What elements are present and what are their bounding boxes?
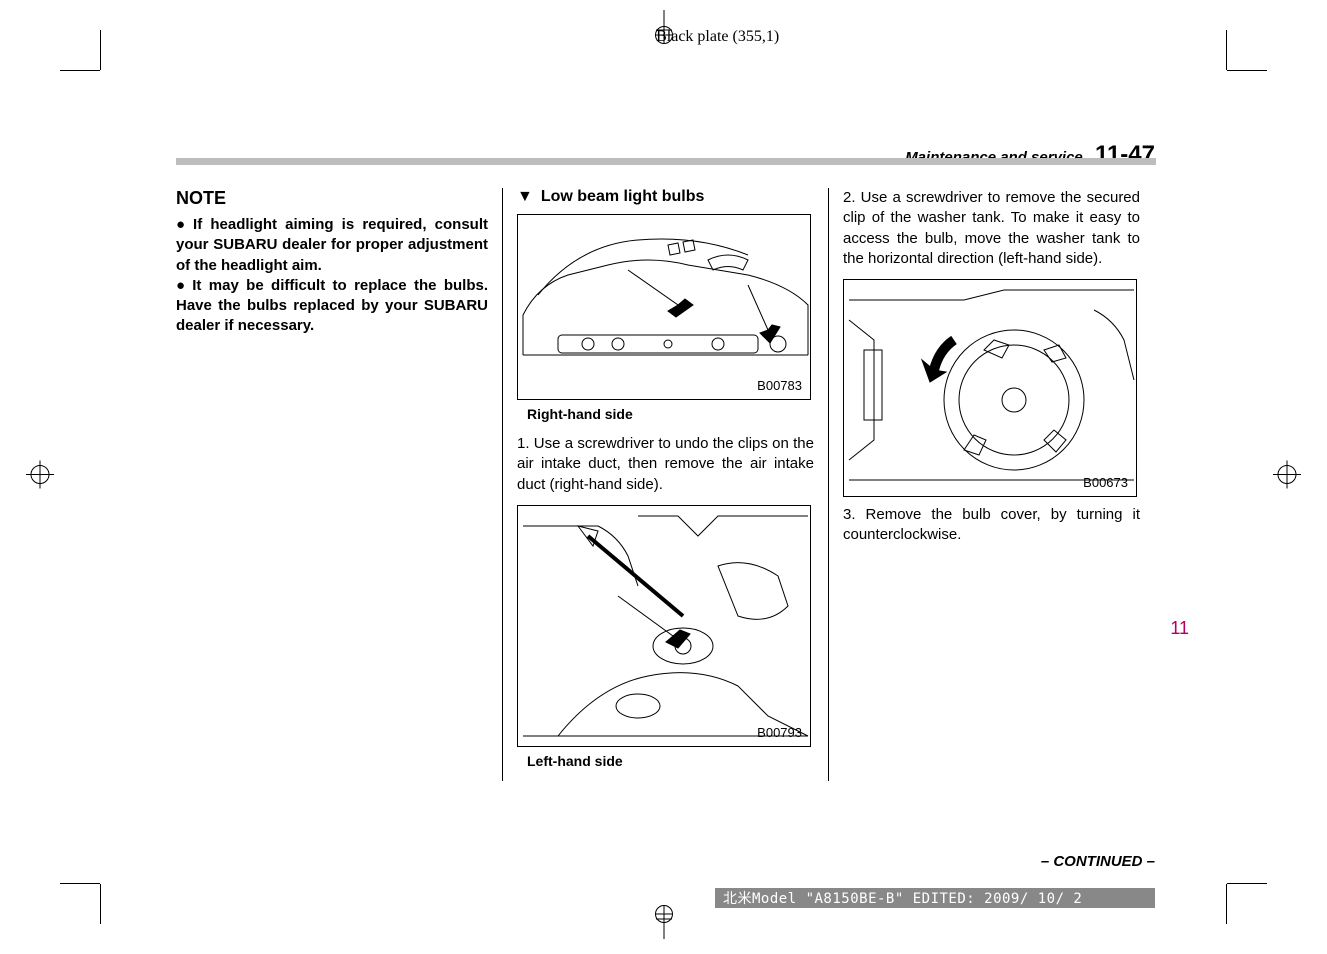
plate-label: Black plate (355,1) (656, 28, 779, 46)
header-rule (176, 158, 1156, 165)
step-2: 2. Use a screwdriver to remove the secur… (843, 188, 1140, 269)
figure-id: B00793 (757, 725, 802, 740)
note-p2: It may be difficult to replace the bulbs… (176, 277, 488, 335)
figure-air-intake-right: B00783 (517, 214, 811, 400)
figure-caption: Right-hand side (527, 406, 814, 422)
crop-mark-bottom (644, 899, 684, 944)
content-columns: NOTE ●If headlight aiming is required, c… (176, 188, 1156, 781)
figure-caption: Left-hand side (527, 753, 814, 769)
triangle-icon: ▼ (517, 188, 533, 205)
column-3: 2. Use a screwdriver to remove the secur… (828, 188, 1154, 781)
figure-id: B00673 (1083, 475, 1128, 490)
crop-corner (60, 883, 100, 884)
note-body: ●If headlight aiming is required, consul… (176, 215, 488, 337)
subsection-heading: ▼ Low beam light bulbs (517, 188, 814, 206)
crop-corner (100, 30, 101, 70)
note-p1: If headlight aiming is required, consult… (176, 216, 488, 274)
column-1: NOTE ●If headlight aiming is required, c… (176, 188, 502, 781)
figure-bulb-cover: B00673 (843, 279, 1137, 497)
registration-mark-right (1267, 455, 1307, 500)
crop-corner (1226, 30, 1227, 70)
crop-corner (1227, 883, 1267, 884)
crop-corner (60, 70, 100, 71)
column-2: ▼ Low beam light bulbs B00783 Right-hand … (502, 188, 828, 781)
continued-label: – CONTINUED – (1041, 853, 1155, 870)
bullet-icon: ● (176, 277, 188, 294)
subsection-title: Low beam light bulbs (541, 188, 705, 205)
figure-id: B00783 (757, 378, 802, 393)
step-1: 1. Use a screwdriver to undo the clips o… (517, 434, 814, 495)
chapter-tab: 11 (1168, 612, 1191, 645)
crop-corner (1226, 884, 1227, 924)
footer-bar: 北米Model "A8150BE-B" EDITED: 2009/ 10/ 2 (715, 888, 1155, 908)
step-3: 3. Remove the bulb cover, by turning it … (843, 505, 1140, 546)
crop-corner (1227, 70, 1267, 71)
bullet-icon: ● (176, 216, 189, 233)
note-heading: NOTE (176, 188, 488, 209)
footer-text: 北米Model "A8150BE-B" EDITED: 2009/ 10/ 2 (723, 888, 1082, 908)
crop-corner (100, 884, 101, 924)
figure-air-intake-left: B00793 (517, 505, 811, 747)
registration-mark-left (20, 455, 60, 500)
